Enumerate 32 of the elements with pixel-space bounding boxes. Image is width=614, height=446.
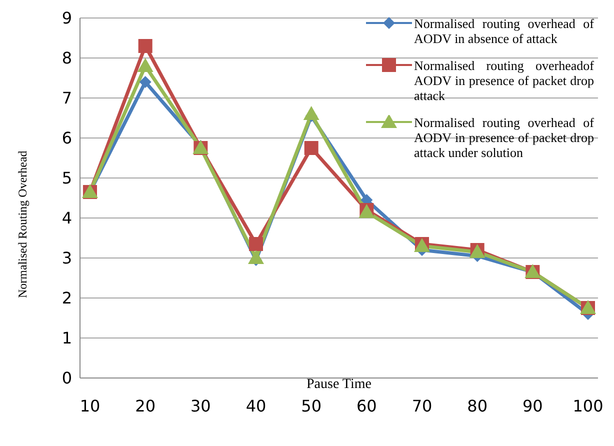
x-tick-label: 40 xyxy=(246,396,266,416)
y-tick-label: 2 xyxy=(62,288,72,308)
y-tick-label: 8 xyxy=(62,48,72,68)
x-tick-label: 60 xyxy=(356,396,377,416)
legend-label: Normalised routing overhead of AODV in presence of packet drop attack under solution xyxy=(414,115,594,160)
point xyxy=(138,39,152,53)
y-axis-title: Normalised Routing Overhead xyxy=(15,150,30,298)
x-tick-label: 10 xyxy=(80,396,100,416)
y-tick-label: 0 xyxy=(62,368,72,388)
x-tick-label: 50 xyxy=(301,396,322,416)
legend-label: Normalised routing overhead of AODV in absence of attack xyxy=(414,16,594,46)
point xyxy=(139,76,152,88)
y-tick-label: 4 xyxy=(62,208,72,228)
y-tick-label: 9 xyxy=(62,8,72,28)
x-tick-label: 30 xyxy=(190,396,211,416)
x-tick-label: 80 xyxy=(467,396,488,416)
point xyxy=(248,250,264,264)
y-tick-label: 5 xyxy=(62,168,72,188)
point xyxy=(137,58,154,72)
y-tick-label: 3 xyxy=(62,248,72,268)
point xyxy=(249,237,263,251)
x-tick-label: 70 xyxy=(412,396,432,416)
legend-label: Normalised routing overheadof AODV in presence of packet drop attack xyxy=(414,58,594,103)
x-tick-label: 90 xyxy=(522,396,543,416)
x-tick-label: 100 xyxy=(572,396,604,416)
y-tick-label: 1 xyxy=(62,328,72,348)
y-tick-label: 6 xyxy=(62,128,72,148)
point xyxy=(304,141,318,155)
point xyxy=(303,106,320,120)
x-tick-label: 20 xyxy=(135,396,156,416)
x-axis-title: Pause Time xyxy=(306,376,372,392)
y-tick-label: 7 xyxy=(62,88,72,108)
